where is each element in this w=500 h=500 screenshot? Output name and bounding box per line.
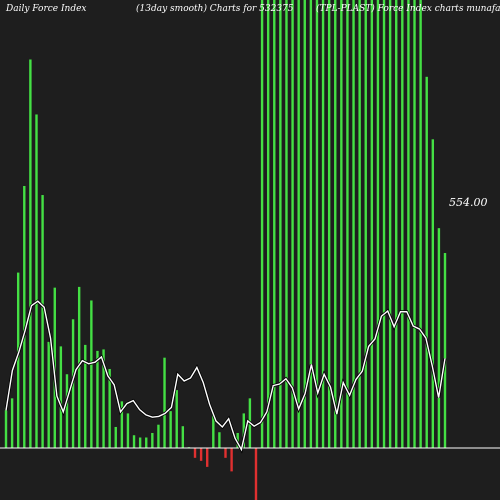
bar-mark bbox=[102, 349, 105, 449]
bar-mark bbox=[334, 0, 337, 449]
bar-mark bbox=[114, 426, 117, 449]
bar-series bbox=[4, 0, 447, 500]
bar-mark bbox=[84, 344, 87, 449]
bar-mark bbox=[47, 341, 50, 449]
header-center: (13day smooth) Charts for 532375 bbox=[136, 3, 294, 14]
bar-mark bbox=[145, 437, 148, 449]
bar-mark bbox=[370, 0, 374, 449]
bar-mark bbox=[303, 0, 306, 449]
bar-mark bbox=[157, 424, 160, 449]
bar-mark bbox=[151, 432, 154, 449]
header-left: Daily Force Index bbox=[5, 4, 87, 14]
bar-mark bbox=[352, 0, 355, 449]
bar-mark bbox=[285, 0, 288, 449]
bar-mark bbox=[35, 114, 38, 449]
bar-mark bbox=[23, 185, 26, 449]
bar-mark bbox=[431, 139, 435, 449]
bar-mark bbox=[138, 437, 142, 449]
bar-mark bbox=[401, 0, 404, 449]
bar-mark bbox=[346, 0, 349, 449]
bar-mark bbox=[218, 432, 221, 449]
bar-mark bbox=[29, 59, 32, 449]
smoothed-line-highlight bbox=[5, 300, 446, 452]
header-right: (TPL-PLAST) Force Index charts munafasut… bbox=[316, 3, 500, 14]
bar-mark bbox=[126, 413, 130, 449]
bar-mark bbox=[321, 0, 325, 449]
bar-mark bbox=[212, 414, 215, 449]
bar-mark bbox=[260, 0, 264, 449]
bar-mark bbox=[199, 448, 203, 461]
bar-mark bbox=[395, 0, 398, 449]
bar-mark bbox=[358, 0, 361, 449]
bar-mark bbox=[407, 0, 410, 449]
bar-mark bbox=[206, 448, 209, 467]
bar-mark bbox=[291, 0, 294, 449]
bar-mark bbox=[388, 0, 392, 449]
bar-mark bbox=[340, 0, 343, 449]
bar-mark bbox=[65, 374, 69, 449]
bar-mark bbox=[10, 398, 14, 449]
bar-mark bbox=[266, 0, 270, 449]
bar-mark bbox=[279, 0, 282, 449]
bar-mark bbox=[242, 413, 245, 449]
bar-mark bbox=[230, 448, 233, 472]
bar-mark bbox=[132, 435, 136, 449]
bar-mark bbox=[96, 350, 99, 449]
bar-mark bbox=[419, 0, 422, 449]
bar-mark bbox=[181, 426, 185, 449]
bar-mark bbox=[224, 448, 227, 458]
bar-mark bbox=[273, 0, 276, 449]
bar-mark bbox=[59, 346, 63, 449]
bar-mark bbox=[169, 411, 172, 449]
bar-mark bbox=[120, 401, 124, 449]
bar-mark bbox=[327, 0, 331, 449]
bar-mark bbox=[413, 0, 416, 449]
bar-mark bbox=[4, 408, 8, 449]
bar-mark bbox=[315, 0, 319, 449]
bar-mark bbox=[425, 76, 428, 449]
bar-mark bbox=[108, 368, 111, 449]
bar-mark bbox=[309, 0, 313, 449]
bar-mark bbox=[175, 390, 178, 449]
last-value-label: 554.00 bbox=[449, 196, 488, 209]
bar-mark bbox=[297, 0, 300, 449]
bar-mark bbox=[443, 253, 447, 449]
bar-mark bbox=[437, 228, 441, 449]
bar-mark bbox=[41, 195, 44, 449]
bar-mark bbox=[163, 357, 166, 449]
bar-mark bbox=[376, 0, 380, 449]
bar-mark bbox=[16, 272, 20, 449]
bar-mark bbox=[254, 448, 258, 500]
bar-mark bbox=[364, 0, 367, 449]
bar-mark bbox=[90, 300, 93, 449]
bar-mark bbox=[193, 448, 197, 458]
bar-mark bbox=[382, 0, 386, 449]
